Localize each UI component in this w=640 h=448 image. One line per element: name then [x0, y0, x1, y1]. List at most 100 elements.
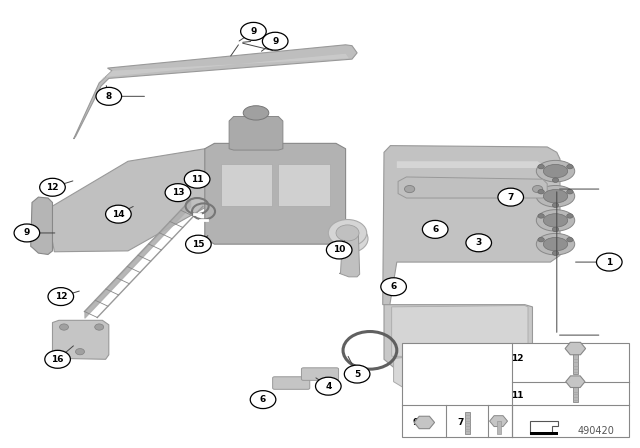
Circle shape	[552, 178, 559, 182]
Circle shape	[538, 164, 544, 169]
Text: 16: 16	[51, 355, 64, 364]
Bar	[497, 421, 501, 434]
Text: 8: 8	[106, 92, 112, 101]
Bar	[221, 164, 272, 206]
Text: 2: 2	[458, 364, 464, 373]
Ellipse shape	[543, 190, 568, 203]
Bar	[530, 432, 558, 435]
Polygon shape	[50, 149, 208, 252]
Text: 11: 11	[191, 175, 204, 184]
Bar	[278, 164, 330, 206]
Polygon shape	[530, 421, 558, 434]
Circle shape	[404, 185, 415, 193]
FancyBboxPatch shape	[301, 368, 339, 380]
Circle shape	[596, 253, 622, 271]
Bar	[573, 352, 578, 374]
Ellipse shape	[243, 106, 269, 120]
Text: 6: 6	[260, 395, 266, 404]
Circle shape	[14, 224, 40, 242]
Polygon shape	[99, 54, 349, 83]
Circle shape	[95, 324, 104, 330]
Circle shape	[262, 32, 288, 50]
Text: 9: 9	[272, 37, 278, 46]
Polygon shape	[205, 143, 346, 244]
Text: 7: 7	[508, 193, 514, 202]
Circle shape	[567, 214, 573, 218]
Ellipse shape	[536, 185, 575, 207]
Ellipse shape	[536, 233, 575, 255]
Circle shape	[40, 178, 65, 196]
Circle shape	[422, 220, 448, 238]
Circle shape	[326, 241, 352, 259]
Circle shape	[45, 350, 70, 368]
Text: 13: 13	[172, 188, 184, 197]
Circle shape	[344, 365, 370, 383]
Text: 7: 7	[458, 418, 464, 426]
Text: 9: 9	[24, 228, 30, 237]
Text: 6: 6	[493, 418, 499, 426]
Ellipse shape	[543, 214, 568, 227]
Circle shape	[48, 288, 74, 306]
Text: 15: 15	[192, 240, 205, 249]
Circle shape	[336, 225, 359, 241]
Circle shape	[538, 237, 544, 242]
Polygon shape	[74, 45, 357, 139]
Polygon shape	[229, 116, 283, 150]
Text: 12: 12	[511, 354, 524, 363]
Text: 490420: 490420	[577, 426, 614, 436]
Ellipse shape	[543, 164, 568, 178]
Circle shape	[538, 190, 544, 194]
Circle shape	[96, 87, 122, 105]
Polygon shape	[339, 235, 360, 277]
Circle shape	[381, 278, 406, 296]
Text: 4: 4	[325, 382, 332, 391]
Text: 3: 3	[476, 238, 482, 247]
Polygon shape	[383, 146, 560, 309]
Text: 6: 6	[390, 282, 397, 291]
Circle shape	[241, 22, 266, 40]
Bar	[573, 385, 578, 402]
Text: 6: 6	[432, 225, 438, 234]
Polygon shape	[397, 161, 547, 168]
Circle shape	[567, 190, 573, 194]
Text: 12: 12	[54, 292, 67, 301]
Ellipse shape	[536, 160, 575, 182]
Circle shape	[250, 391, 276, 409]
Polygon shape	[384, 305, 532, 368]
Text: 1: 1	[606, 258, 612, 267]
Circle shape	[186, 235, 211, 253]
Circle shape	[328, 220, 367, 246]
Circle shape	[567, 164, 573, 169]
Circle shape	[466, 234, 492, 252]
Circle shape	[538, 214, 544, 218]
Polygon shape	[394, 358, 528, 388]
Circle shape	[327, 224, 368, 253]
Circle shape	[165, 184, 191, 202]
Ellipse shape	[536, 210, 575, 231]
Text: 9: 9	[413, 418, 419, 426]
Circle shape	[552, 251, 559, 255]
Polygon shape	[31, 197, 52, 254]
Circle shape	[76, 349, 84, 355]
FancyBboxPatch shape	[273, 377, 310, 389]
Polygon shape	[52, 320, 109, 359]
Bar	[402, 343, 629, 437]
Circle shape	[532, 185, 543, 193]
Circle shape	[184, 170, 210, 188]
Text: 5: 5	[354, 370, 360, 379]
Circle shape	[448, 359, 474, 377]
Circle shape	[498, 188, 524, 206]
Circle shape	[552, 203, 559, 207]
Circle shape	[60, 324, 68, 330]
Text: 11: 11	[511, 391, 524, 400]
Polygon shape	[398, 177, 547, 198]
Text: 10: 10	[333, 246, 346, 254]
Ellipse shape	[543, 237, 568, 251]
Polygon shape	[392, 306, 528, 358]
Bar	[465, 412, 470, 434]
Circle shape	[106, 205, 131, 223]
Text: 12: 12	[46, 183, 59, 192]
Text: 14: 14	[112, 210, 125, 219]
Text: 9: 9	[250, 27, 257, 36]
Circle shape	[567, 237, 573, 242]
